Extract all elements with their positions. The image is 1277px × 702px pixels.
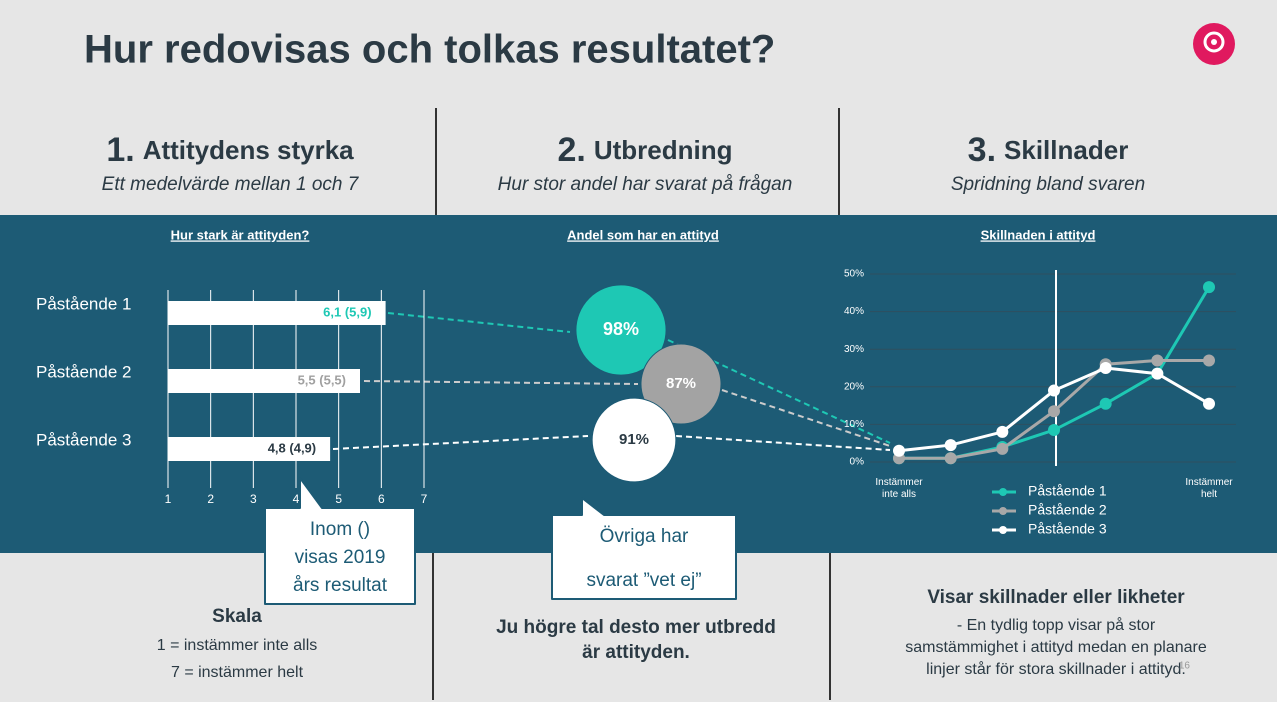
chart-title: Andel som har en attityd bbox=[567, 227, 719, 242]
section-heading: 3. Skillnader bbox=[968, 131, 1129, 169]
y-tick-label: 0% bbox=[850, 457, 865, 468]
footer-heading: är attityden. bbox=[582, 642, 690, 663]
value-label: 5,5 (5,5) bbox=[298, 372, 346, 387]
section-name: Skillnader bbox=[1004, 135, 1128, 165]
point bbox=[1151, 367, 1164, 380]
category-label: Påstående 2 bbox=[36, 362, 131, 381]
point bbox=[1048, 424, 1060, 437]
callout-text: års resultat bbox=[293, 575, 388, 596]
y-tick-label: 20% bbox=[844, 381, 864, 392]
point bbox=[944, 452, 957, 465]
point bbox=[1099, 397, 1112, 410]
connectors bbox=[332, 312, 891, 451]
legend-dot bbox=[999, 526, 1007, 534]
x-tick-line: Instämmer bbox=[875, 477, 923, 488]
callout-text: svarat ”vet ej” bbox=[586, 570, 701, 591]
y-tick-label: 10% bbox=[844, 419, 864, 430]
section-heading: 2. Utbredning bbox=[557, 131, 732, 169]
y-tick-label: 30% bbox=[844, 344, 864, 355]
point bbox=[1203, 397, 1215, 410]
chart-title: Skillnaden i attityd bbox=[981, 227, 1096, 242]
section-number: 3. bbox=[968, 131, 996, 169]
legend-label: Påstående 1 bbox=[1028, 483, 1107, 499]
slide-title: Hur redovisas och tolkas resultatet? bbox=[84, 28, 775, 72]
point bbox=[1203, 281, 1215, 294]
y-tick-label: 50% bbox=[844, 269, 864, 280]
point bbox=[1099, 362, 1112, 374]
logo bbox=[1193, 23, 1235, 65]
x-tick-line: Instämmer bbox=[1185, 477, 1233, 488]
value-label: 6,1 (5,9) bbox=[323, 304, 371, 319]
x-tick-label: 7 bbox=[421, 492, 428, 506]
section-name: Utbredning bbox=[594, 135, 733, 165]
bubble bbox=[591, 397, 677, 483]
bar bbox=[168, 437, 331, 461]
callout-text: visas 2019 bbox=[295, 547, 386, 568]
bubble bbox=[575, 284, 667, 376]
callout-text: Övriga har bbox=[600, 526, 689, 547]
x-tick-line: helt bbox=[1201, 489, 1217, 500]
page-number: 16 bbox=[1179, 661, 1191, 672]
callout-box bbox=[551, 497, 737, 600]
legend-label: Påstående 3 bbox=[1028, 521, 1107, 537]
point bbox=[893, 444, 905, 457]
value-label: 4,8 (4,9) bbox=[268, 440, 316, 455]
footer-line: samstämmighet i attityd medan en planare bbox=[905, 639, 1207, 656]
point bbox=[1203, 354, 1215, 367]
section-heading: 1. Attitydens styrka bbox=[106, 131, 354, 169]
x-tick-label: 1 bbox=[165, 492, 172, 506]
legend-dot bbox=[999, 488, 1007, 496]
chart-title: Hur stark är attityden? bbox=[171, 227, 310, 242]
y-tick-label: 40% bbox=[844, 306, 864, 317]
section-number: 1. bbox=[106, 131, 134, 169]
footer-line: - En tydlig topp visar på stor bbox=[957, 616, 1156, 634]
section-number: 2. bbox=[557, 131, 585, 169]
point bbox=[1151, 354, 1164, 367]
footer-heading: Ju högre tal desto mer utbredd bbox=[496, 617, 776, 638]
x-tick-label: Instämmer inte alls bbox=[875, 477, 923, 500]
section-subtitle: Ett medelvärde mellan 1 och 7 bbox=[102, 174, 360, 195]
value-label: 91% bbox=[619, 431, 649, 448]
point bbox=[996, 442, 1009, 455]
section-subtitle: Spridning bland svaren bbox=[951, 174, 1145, 195]
callout-text: Inom () bbox=[310, 519, 370, 540]
callout-box bbox=[264, 477, 416, 605]
section-subtitle: Hur stor andel har svarat på frågan bbox=[498, 174, 793, 195]
point bbox=[1048, 384, 1060, 397]
value-label: 87% bbox=[666, 375, 696, 392]
x-tick-label: 5 bbox=[335, 492, 342, 506]
footer-heading: Skala bbox=[212, 606, 262, 627]
x-tick-label: 6 bbox=[378, 492, 385, 506]
category-label: Påstående 1 bbox=[36, 294, 131, 313]
x-tick-label: 4 bbox=[293, 492, 300, 506]
footer-line: 7 = instämmer helt bbox=[171, 664, 304, 681]
x-tick-label: 3 bbox=[250, 492, 257, 506]
footer-line: 1 = instämmer inte alls bbox=[157, 637, 318, 654]
x-tick-label: 2 bbox=[207, 492, 214, 506]
point bbox=[996, 425, 1009, 438]
legend-label: Påstående 2 bbox=[1028, 502, 1107, 518]
section-name: Attitydens styrka bbox=[143, 135, 354, 165]
value-label: 98% bbox=[603, 319, 639, 339]
bubble bbox=[640, 343, 722, 425]
category-label: Påstående 3 bbox=[36, 430, 131, 449]
bar bbox=[168, 301, 386, 325]
point bbox=[944, 439, 957, 452]
legend-dot bbox=[999, 507, 1007, 515]
footer-line: linjer står för stora skillnader i attit… bbox=[926, 660, 1186, 678]
x-tick-line: inte alls bbox=[882, 489, 916, 500]
bar bbox=[168, 369, 360, 393]
x-tick-label: Instämmer helt bbox=[1185, 477, 1233, 500]
point bbox=[1048, 405, 1060, 418]
footer-heading: Visar skillnader eller likheter bbox=[927, 587, 1185, 608]
